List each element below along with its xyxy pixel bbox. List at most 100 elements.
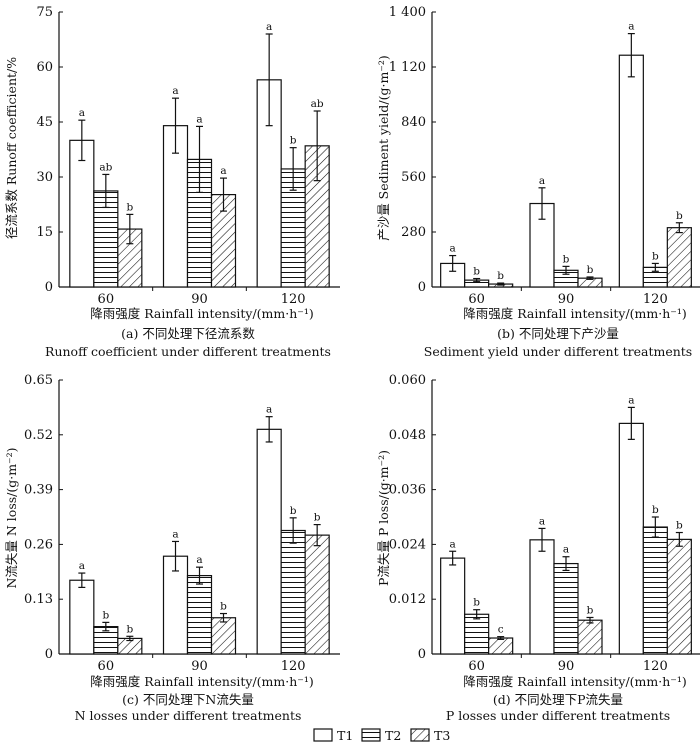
panel-c-significance-letter: a (196, 554, 202, 566)
panel-d-significance-letter: c (498, 624, 504, 636)
panel-c-ytick-label: 0.26 (24, 537, 53, 552)
panel-c-significance-letter: b (220, 601, 227, 613)
panel-d-caption-en: P losses under different treatments (446, 708, 670, 723)
legend: T1 T2 T3 (313, 728, 450, 743)
legend-label-t3: T3 (434, 728, 450, 743)
panel-d-significance-letter: a (539, 515, 545, 527)
panel-a-significance-letter: ab (99, 161, 112, 173)
panel-a-xlabel: 降雨强度 Rainfall intensity/(mm·h⁻¹) (90, 306, 314, 321)
panel-a-ytick-label: 60 (36, 60, 53, 75)
panel-d-ylabel: P流失量 P loss/(g·m⁻²) (376, 450, 391, 586)
panel-b-xtick-label: 60 (468, 292, 485, 307)
panel-b-bar-t3 (666, 227, 692, 288)
panel-c-bar-t2 (186, 574, 213, 655)
panel-c-significance-letter: b (126, 623, 133, 635)
panel-a-significance-letter: b (290, 135, 297, 147)
panel-d-significance-letter: a (563, 544, 569, 556)
panel-d-significance-letter: b (652, 504, 659, 516)
panel-c-ytick-label: 0.65 (24, 373, 53, 388)
panel-c-xtick-label: 120 (281, 659, 306, 674)
panel-d-bar-t2 (642, 526, 668, 655)
panel-b-plot: 0 280 560 840 1 120 1 400 60 a b b 90 a b b 120 a b b (389, 5, 700, 307)
panel-b-significance-letter: a (450, 243, 456, 255)
panel-b-ytick-label: 0 (418, 280, 426, 295)
panel-a-caption-cn: (a) 不同处理下径流系数 (121, 326, 255, 341)
panel-c-significance-letter: a (79, 560, 85, 572)
panel-a-ylabel: 径流系数 Runoff coefficient/% (4, 57, 19, 239)
panel-d-bar-t2 (464, 613, 490, 655)
panel-b-bar-t1 (618, 54, 644, 288)
panel-b-ytick-label: 1 400 (389, 5, 426, 20)
panel-b-caption-en: Sediment yield under different treatment… (424, 344, 692, 359)
panel-b-xlabel: 降雨强度 Rainfall intensity/(mm·h⁻¹) (463, 306, 687, 321)
panel-d-bar-t1 (618, 422, 644, 655)
panel-a-significance-letter: a (220, 165, 226, 177)
legend-swatch-t2 (361, 728, 381, 742)
panel-a-ytick-label: 15 (36, 225, 53, 240)
panel-b-ytick-label: 840 (401, 115, 426, 130)
legend-swatch-t1 (313, 728, 333, 742)
panel-d-caption-cn: (d) 不同处理下P流失量 (493, 692, 623, 707)
panel-b-significance-letter: a (539, 175, 545, 187)
panel-c: N流失量 N loss/(g·m⁻²) 0 0.13 0.26 0.39 0.52 0.6… (4, 373, 340, 723)
panel-a-xtick-label: 60 (98, 292, 115, 307)
panel-d-bar-t2 (553, 562, 579, 655)
panel-c-significance-letter: b (102, 609, 109, 621)
panel-d-ytick-label: 0 (418, 647, 426, 662)
panel-c-ytick-label: 0.52 (24, 428, 53, 443)
panel-b-ytick-label: 560 (401, 170, 426, 185)
panel-c-bar-t2 (280, 529, 306, 655)
panel-c-ytick-label: 0.39 (24, 483, 53, 498)
panel-d-bar-t1 (529, 539, 555, 655)
panel-b-ytick-label: 280 (401, 225, 426, 240)
panel-d-significance-letter: b (676, 520, 683, 532)
panel-a: 径流系数 Runoff coefficient/% 0 15 30 45 60 75 60 a… (4, 5, 340, 359)
panel-d-ytick-label: 0.012 (389, 592, 426, 607)
panel-c-bar-t1 (69, 579, 95, 655)
panel-b-ytick-label: 1 120 (389, 60, 426, 75)
panel-a-ytick-label: 75 (36, 5, 53, 20)
panel-b-significance-letter: b (563, 253, 570, 265)
panel-d-significance-letter: b (587, 604, 594, 616)
panel-c-bar-t3 (210, 617, 237, 655)
panel-b-significance-letter: a (628, 21, 634, 33)
panel-c-significance-letter: a (266, 404, 272, 416)
panel-b-significance-letter: b (497, 270, 504, 282)
panel-c-significance-letter: a (172, 528, 178, 540)
panel-b-ylabel: 产沙量 Sediment yield/(g·m⁻²) (376, 55, 391, 241)
panel-a-significance-letter: ab (311, 98, 324, 110)
panel-d-ytick-label: 0.036 (389, 483, 426, 498)
panel-d-ytick-label: 0.024 (389, 537, 426, 552)
panel-b-significance-letter: b (473, 266, 480, 278)
panel-c-significance-letter: b (314, 512, 321, 524)
panel-a-bar-t1 (69, 139, 95, 288)
panel-d-xtick-label: 120 (643, 659, 668, 674)
panel-a-significance-letter: a (79, 107, 85, 119)
panel-c-ylabel: N流失量 N loss/(g·m⁻²) (4, 447, 19, 588)
panel-d-xtick-label: 60 (468, 659, 485, 674)
panel-c-caption-cn: (c) 不同处理下N流失量 (122, 692, 254, 707)
panel-b-significance-letter: b (587, 264, 594, 276)
panel-d-ytick-label: 0.048 (389, 428, 426, 443)
panel-c-caption-en: N losses under different treatments (75, 708, 302, 723)
panel-d-xlabel: 降雨强度 Rainfall intensity/(mm·h⁻¹) (463, 674, 687, 689)
panel-a-xtick-label: 90 (191, 292, 208, 307)
panel-d-bar-t3 (666, 538, 692, 655)
panel-d-plot: 0 0.012 0.024 0.036 0.048 0.060 60 a b c 90 a a b 120 a… (389, 373, 700, 674)
panel-d-significance-letter: a (450, 538, 456, 550)
legend-label-t1: T1 (337, 728, 353, 743)
panel-a-ytick-label: 0 (45, 280, 53, 295)
panel-b: 产沙量 Sediment yield/(g·m⁻²) 0 280 560 840 1 1… (376, 5, 700, 359)
panel-c-plot: 0 0.13 0.26 0.39 0.52 0.65 60 a b b 90 a a b 120 a b b (24, 373, 340, 674)
panel-d-ytick-label: 0.060 (389, 373, 426, 388)
legend-label-t2: T2 (385, 728, 401, 743)
panel-c-xtick-label: 60 (98, 659, 115, 674)
panel-d-significance-letter: a (628, 394, 634, 406)
panel-d-bar-t3 (488, 637, 514, 655)
panel-a-ytick-label: 30 (36, 170, 53, 185)
panel-c-bar-t1 (256, 428, 282, 655)
panel-d: P流失量 P loss/(g·m⁻²) 0 0.012 0.024 0.036 0.04… (376, 373, 700, 723)
panel-a-caption-en: Runoff coefficient under different treat… (45, 344, 331, 359)
panel-d-xtick-label: 90 (558, 659, 575, 674)
